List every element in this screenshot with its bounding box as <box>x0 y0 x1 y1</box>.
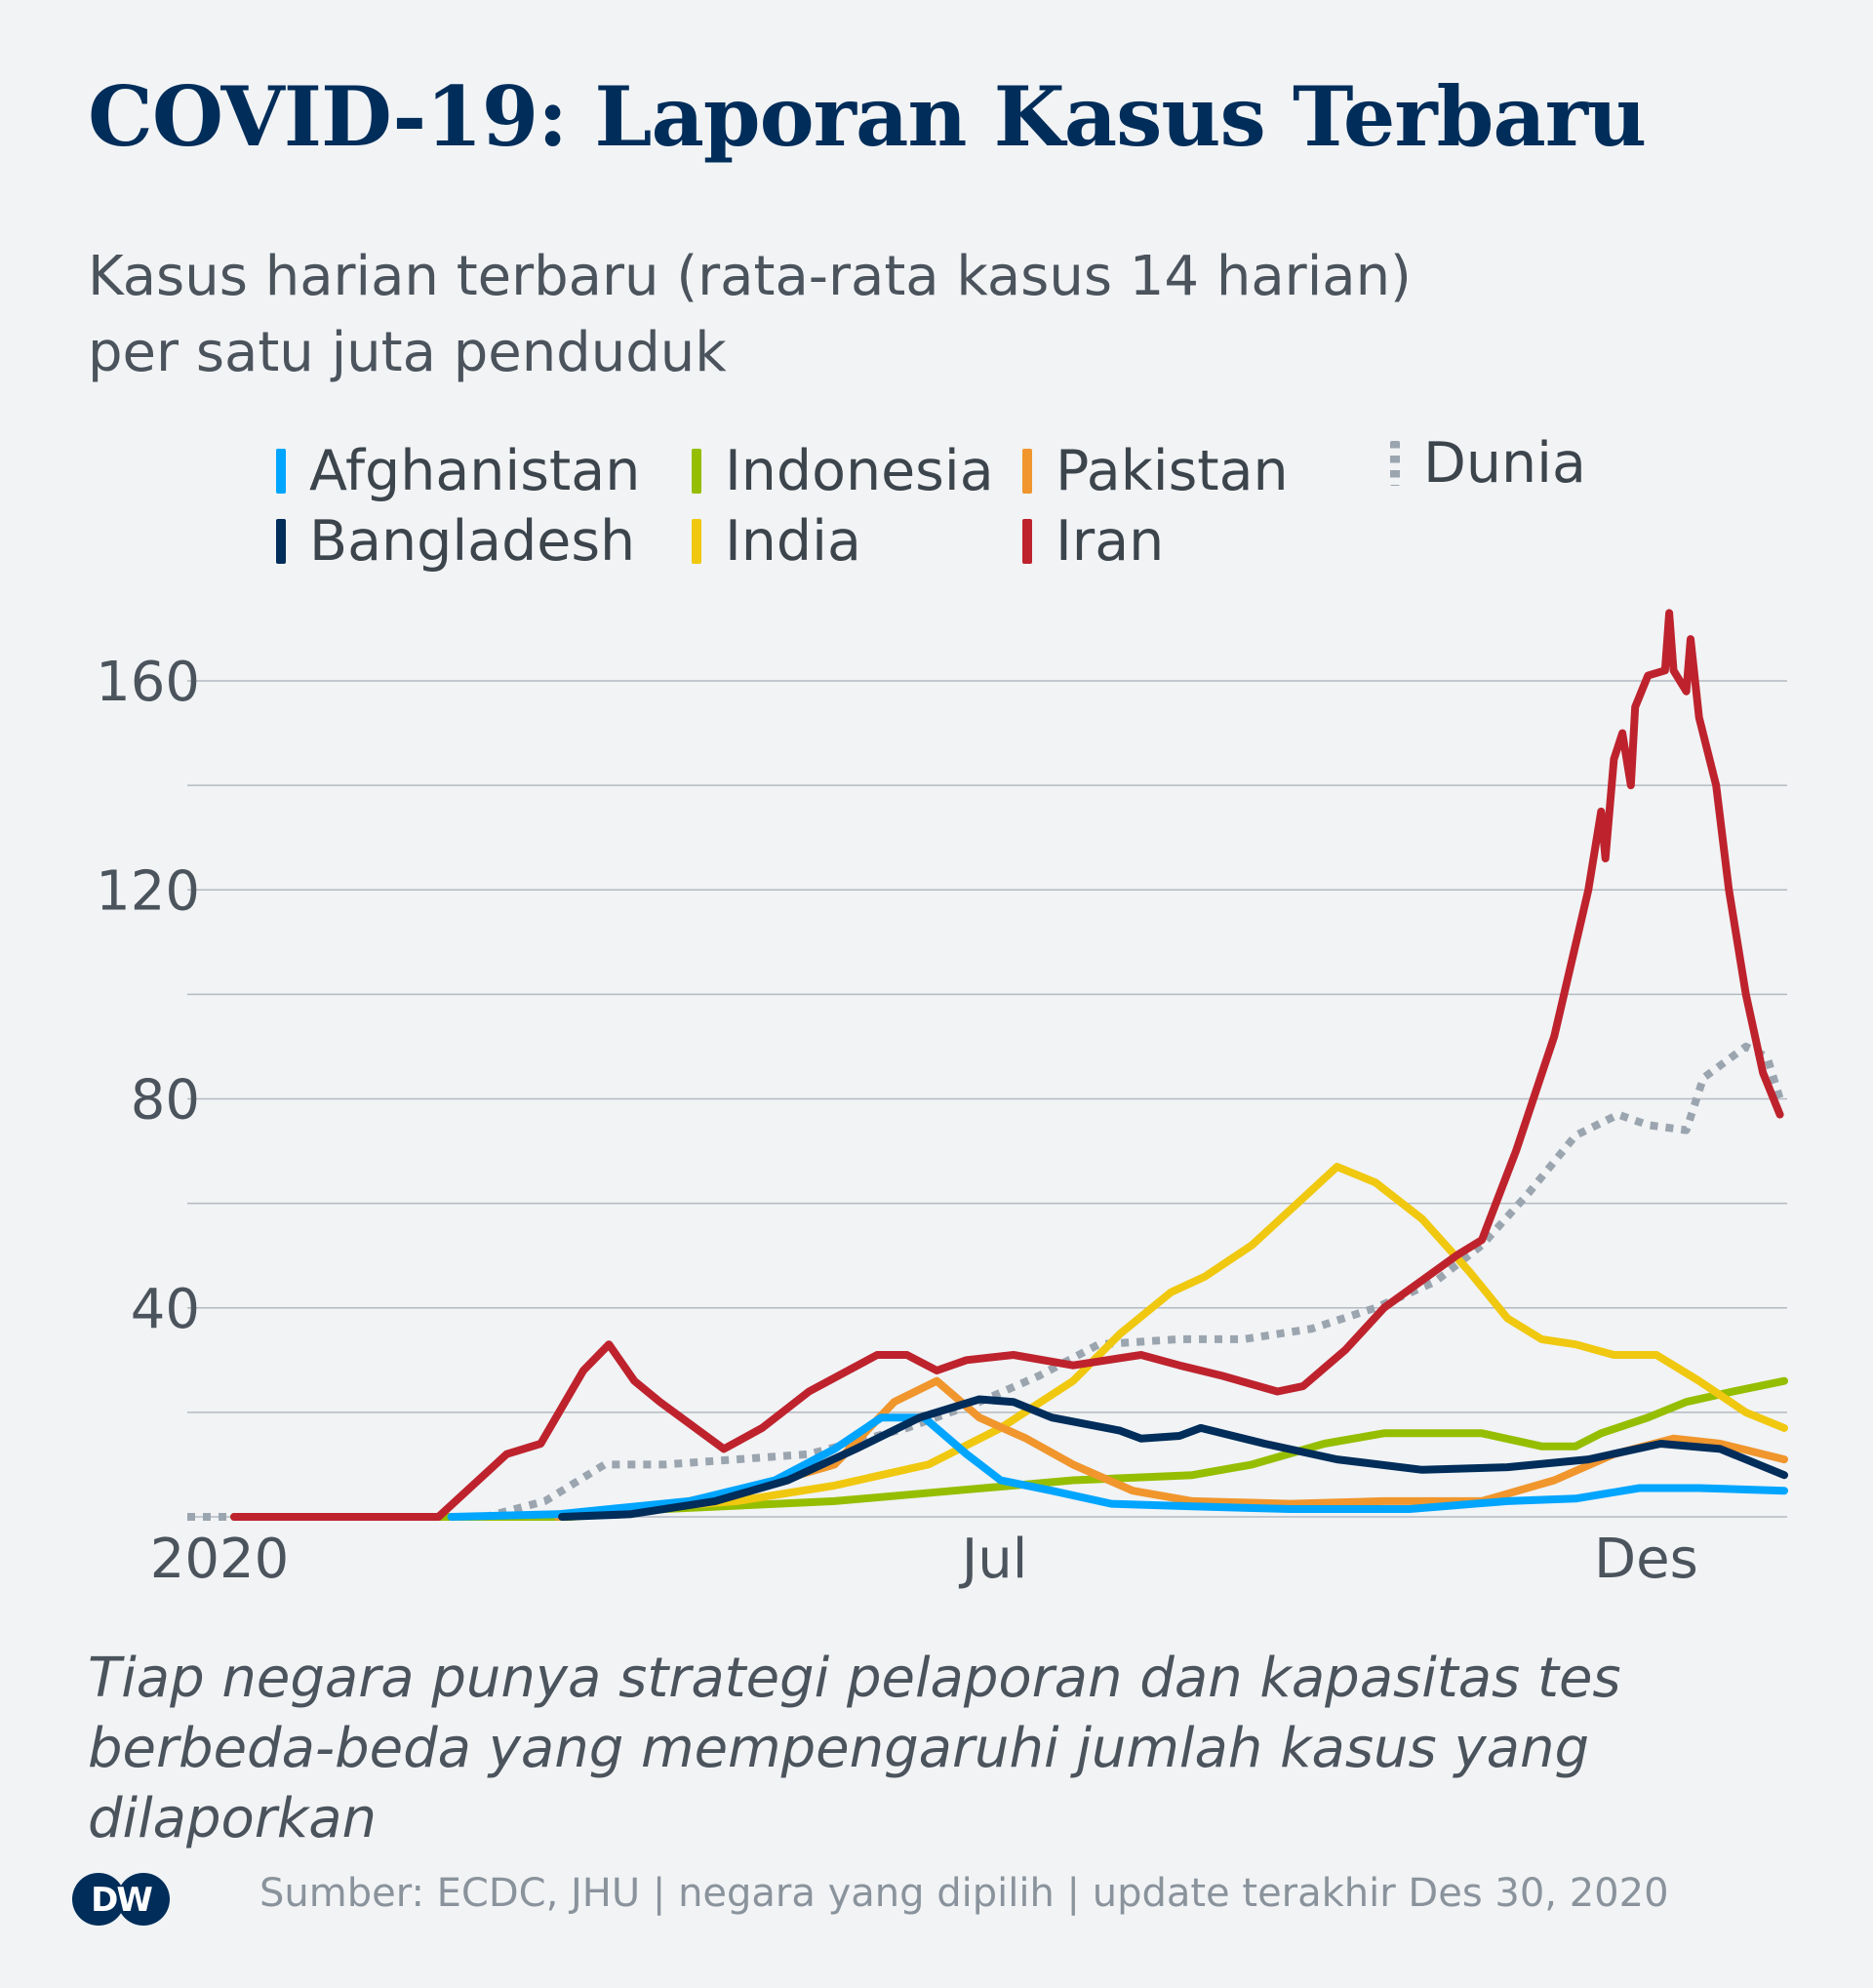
legend-swatch <box>276 449 286 494</box>
legend-label: Afghanistan <box>309 439 641 503</box>
subtitle-line-1: Kasus harian terbaru (rata-rata kasus 14… <box>88 245 1412 308</box>
legend-item-india: India <box>692 509 861 574</box>
x-tick-label: 2020 <box>150 1528 290 1591</box>
legend-item-pakistan: Pakistan <box>1022 439 1289 503</box>
legend-label: Indonesia <box>725 439 994 503</box>
series-lines <box>187 609 1788 1521</box>
chart-title: COVID-19: Laporan Kasus Terbaru <box>88 68 1647 165</box>
y-tick-label: 160 <box>96 651 200 714</box>
dw-logo: DW <box>72 1873 170 1926</box>
series-line-india <box>566 1163 1788 1519</box>
legend-swatch <box>692 449 701 494</box>
legend-item-afghanistan: Afghanistan <box>276 439 640 503</box>
chart-subtitle: Kasus harian terbaru (rata-rata kasus 14… <box>88 239 1746 391</box>
legend-label: India <box>725 509 861 574</box>
series-line-indonesia <box>230 1376 1788 1521</box>
y-axis-labels: 40 80 120 160 <box>96 651 200 1341</box>
legend-label: Pakistan <box>1056 439 1289 503</box>
series-line-iran <box>230 609 1784 1521</box>
subtitle-line-2: per satu juta penduduk <box>88 321 727 384</box>
legend-item-dunia: Dunia <box>1390 431 1586 496</box>
svg-text:DW: DW <box>91 1881 152 1920</box>
legend-swatch <box>1022 449 1032 494</box>
grid-lines <box>187 680 1787 1518</box>
series-line-bangladesh <box>558 1395 1788 1521</box>
legend-swatch <box>1022 519 1032 564</box>
legend-swatch <box>692 519 701 564</box>
footnote-line-1: Tiap negara punya strategi pelaporan dan… <box>88 1647 1621 1710</box>
y-tick-label: 80 <box>131 1069 200 1133</box>
legend-item-indonesia: Indonesia <box>692 439 994 503</box>
y-tick-label: 120 <box>96 859 200 923</box>
footnote-line-2: berbeda-beda yang mempengaruhi jumlah ka… <box>88 1717 1589 1850</box>
legend-label: Bangladesh <box>309 509 636 574</box>
legend-swatch <box>276 519 286 564</box>
x-tick-label: Jul <box>959 1528 1028 1591</box>
legend-item-bangladesh: Bangladesh <box>276 509 635 574</box>
legend-item-iran: Iran <box>1022 509 1164 574</box>
legend-label: Iran <box>1056 509 1165 574</box>
x-tick-label: Des <box>1594 1528 1698 1591</box>
source-line: Sumber: ECDC, JHU | negara yang dipilih … <box>259 1871 1669 1916</box>
legend-swatch <box>1390 441 1400 486</box>
series-line-dunia <box>187 1042 1784 1521</box>
legend-label: Dunia <box>1423 431 1586 496</box>
footnote: Tiap negara punya strategi pelaporan dan… <box>88 1644 1844 1854</box>
y-tick-label: 40 <box>131 1278 200 1341</box>
x-axis-labels: 2020 Jul Des <box>150 1528 1698 1591</box>
